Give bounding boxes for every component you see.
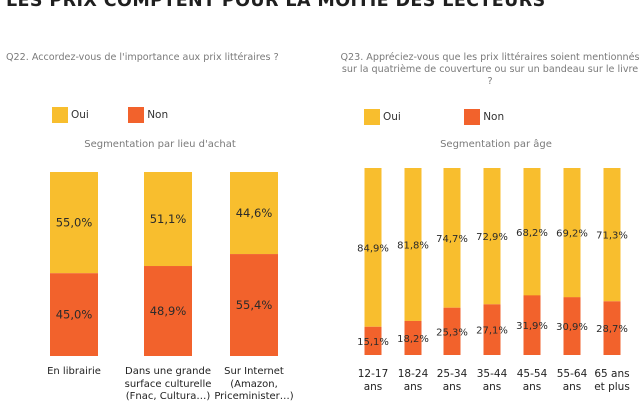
bar-oui-1-1 bbox=[404, 168, 422, 321]
label-non-1-5: 30,9% bbox=[556, 322, 588, 333]
category-label-line: 55-64 bbox=[556, 368, 588, 380]
category-label-line: ans bbox=[482, 380, 502, 393]
category-label-1-5: 55-64 ans bbox=[552, 368, 592, 393]
label-oui-0-1: 51,1% bbox=[150, 212, 187, 226]
category-label-line: ans bbox=[442, 380, 462, 393]
category-label-line: (Amazon, bbox=[230, 378, 278, 390]
page-headline: LES PRIX COMPTENT POUR LA MOITIÉ DES LEC… bbox=[6, 0, 546, 11]
bar-oui-1-0 bbox=[364, 168, 382, 327]
category-label-1-2: 25-34 ans bbox=[432, 368, 472, 393]
legend-oui-label: Oui bbox=[383, 111, 401, 123]
label-non-1-2: 25,3% bbox=[436, 327, 468, 338]
category-label-line: et plus bbox=[594, 380, 630, 393]
category-label-0-0: En librairie bbox=[26, 366, 122, 379]
q23-question: Q23. Appréciez-vous que les prix littéra… bbox=[340, 52, 640, 87]
label-oui-1-4: 68,2% bbox=[516, 228, 548, 239]
category-label-line: Priceminister…) bbox=[214, 391, 294, 402]
category-label-0-2: Sur Internet (Amazon, Priceminister…) bbox=[206, 366, 302, 404]
bar-non-1-3 bbox=[483, 304, 501, 355]
q23-legend: Oui Non bbox=[364, 109, 504, 125]
q22-question: Q22. Accordez-vous de l'importance aux p… bbox=[6, 52, 279, 63]
label-non-1-6: 28,7% bbox=[596, 324, 628, 335]
legend-oui-swatch bbox=[52, 107, 68, 123]
bar-non-0-2 bbox=[230, 254, 278, 356]
bar-non-1-0 bbox=[364, 326, 382, 355]
label-oui-1-0: 84,9% bbox=[357, 243, 389, 254]
category-label-line: 18-24 bbox=[397, 368, 429, 380]
category-label-line: ans bbox=[562, 380, 582, 393]
bar-non-1-5 bbox=[563, 297, 581, 355]
label-oui-0-2: 44,6% bbox=[236, 206, 273, 220]
bar-non-1-1 bbox=[404, 320, 422, 355]
category-label-line: 12-17 bbox=[357, 368, 389, 380]
category-label-line: ans bbox=[403, 380, 423, 393]
bar-non-1-6 bbox=[603, 301, 621, 355]
label-oui-1-5: 69,2% bbox=[556, 229, 588, 240]
q23-segmentation: Segmentation par âge bbox=[440, 139, 552, 150]
category-label-1-0: 12-17 ans bbox=[353, 368, 393, 393]
category-label-1-3: 35-44 ans bbox=[472, 368, 512, 393]
category-label-line: ans bbox=[522, 380, 542, 393]
category-label-line: 65 ans bbox=[594, 368, 630, 380]
legend-oui-swatch bbox=[364, 109, 380, 125]
bar-oui-1-6 bbox=[603, 168, 621, 302]
label-oui-1-1: 81,8% bbox=[397, 240, 429, 251]
category-label-line: 25-34 bbox=[436, 368, 468, 380]
q22-segmentation: Segmentation par lieu d'achat bbox=[84, 139, 236, 150]
legend-non: Non bbox=[128, 107, 168, 123]
label-oui-1-3: 72,9% bbox=[476, 232, 508, 243]
legend-oui-label: Oui bbox=[71, 109, 89, 121]
label-oui-0-0: 55,0% bbox=[56, 216, 93, 230]
bar-non-1-2 bbox=[443, 307, 461, 355]
category-label-line: Dans une grande bbox=[125, 366, 211, 377]
bar-oui-1-5 bbox=[563, 168, 581, 298]
bar-oui-1-3 bbox=[483, 168, 501, 305]
legend-non-label: Non bbox=[483, 111, 505, 123]
q22-legend: Oui Non bbox=[52, 107, 168, 123]
label-non-0-1: 48,9% bbox=[150, 304, 187, 318]
legend-non-swatch bbox=[464, 109, 481, 125]
bar-oui-0-0 bbox=[50, 172, 98, 274]
category-label-1-1: 18-24 ans bbox=[393, 368, 433, 393]
label-non-0-2: 55,4% bbox=[236, 298, 273, 312]
category-label-line: (Fnac, Cultura…) bbox=[125, 391, 211, 402]
bar-non-0-0 bbox=[50, 273, 98, 356]
label-oui-1-2: 74,7% bbox=[436, 234, 468, 245]
label-oui-1-6: 71,3% bbox=[596, 231, 628, 242]
bar-non-1-4 bbox=[523, 295, 541, 355]
category-label-line: ans bbox=[363, 380, 383, 393]
legend-non-swatch bbox=[128, 107, 145, 123]
category-label-line: 45-54 bbox=[516, 368, 548, 380]
legend-oui: Oui bbox=[52, 107, 89, 123]
legend-non: Non bbox=[464, 109, 504, 125]
label-non-1-1: 18,2% bbox=[397, 334, 429, 345]
legend-oui: Oui bbox=[364, 109, 401, 125]
bar-oui-0-2 bbox=[230, 172, 278, 255]
category-label-line: Sur Internet bbox=[224, 366, 284, 377]
label-non-1-3: 27,1% bbox=[476, 326, 508, 337]
label-non-0-0: 45,0% bbox=[56, 308, 93, 322]
bar-oui-0-1 bbox=[144, 172, 192, 267]
label-non-1-0: 15,1% bbox=[357, 337, 389, 348]
category-label-line: surface culturelle bbox=[124, 378, 212, 390]
legend-non-label: Non bbox=[147, 109, 169, 121]
bar-non-0-1 bbox=[144, 266, 192, 356]
category-label-1-6: 65 ans et plus bbox=[592, 368, 632, 393]
category-label-line: En librairie bbox=[47, 366, 101, 377]
category-label-line: 35-44 bbox=[476, 368, 508, 380]
category-label-1-4: 45-54 ans bbox=[512, 368, 552, 393]
bar-oui-1-2 bbox=[443, 168, 461, 308]
label-non-1-4: 31,9% bbox=[516, 321, 548, 332]
category-label-0-1: Dans une grande surface culturelle (Fnac, … bbox=[120, 366, 216, 404]
bar-oui-1-4 bbox=[523, 168, 541, 296]
